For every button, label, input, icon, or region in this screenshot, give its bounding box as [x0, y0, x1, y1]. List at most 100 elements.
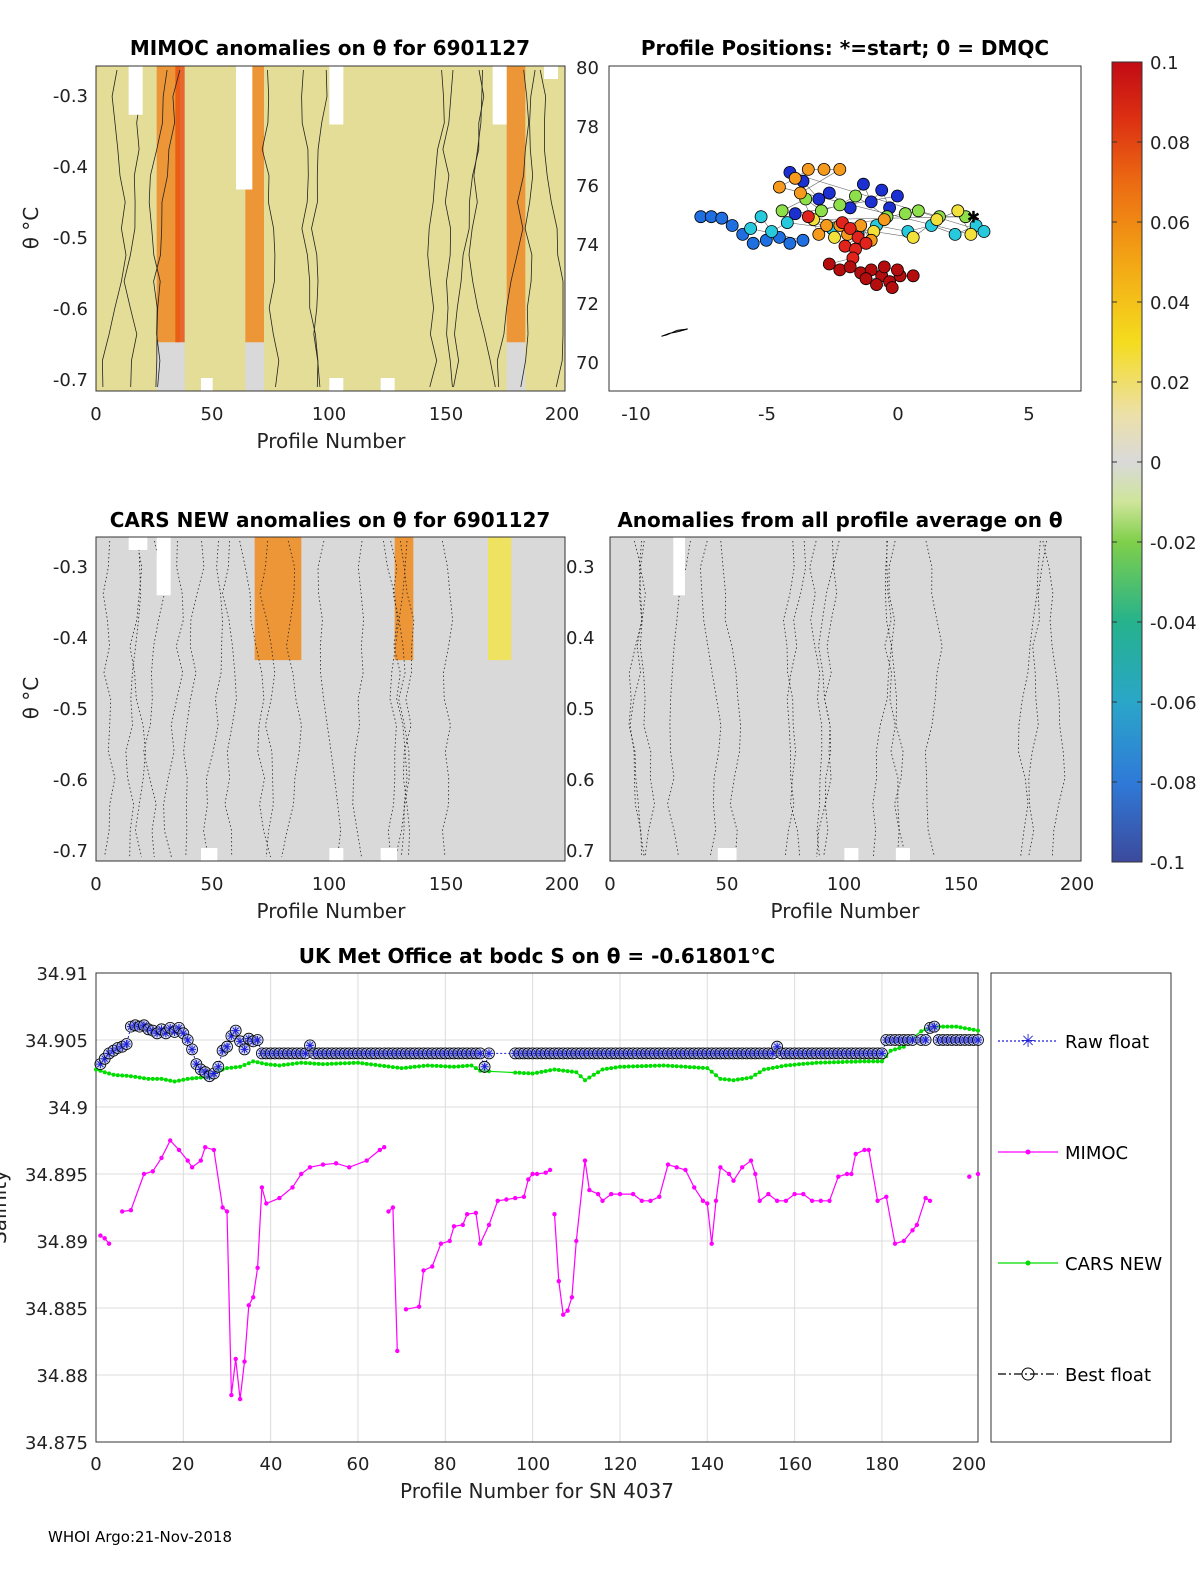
- cars-new-point: [521, 1071, 526, 1076]
- contour-line: [539, 69, 564, 388]
- profile-position-point: [780, 216, 794, 230]
- heatmap-cell: [96, 66, 157, 391]
- profile-position-point: [754, 210, 768, 224]
- contour-line: [395, 540, 410, 858]
- profile-position-point: [704, 210, 718, 224]
- mimoc-line: [553, 1149, 931, 1316]
- contour-line: [442, 69, 454, 388]
- profile-position-point: [870, 278, 883, 292]
- profile-position-point: [765, 225, 778, 238]
- cars-new-point: [286, 1062, 291, 1067]
- positions-panel: Profile Positions: *=start; 0 = DMQC ✱ 8…: [576, 36, 1082, 425]
- cars-new-point: [797, 1062, 801, 1067]
- cars-new-point: [417, 1064, 422, 1069]
- cars-new-point: [596, 1070, 601, 1075]
- cars-xtick: 150: [429, 874, 463, 895]
- contour-line: [281, 540, 302, 858]
- missing-data-cell: [380, 378, 395, 391]
- cars-new-point: [762, 1067, 766, 1072]
- heatmap-cell: [175, 66, 185, 343]
- missing-data-cell: [329, 378, 344, 391]
- cars-anomaly-panel: CARS NEW anomalies on θ for 6901127 -0.3…: [19, 508, 579, 923]
- cars-new-point: [308, 1061, 312, 1066]
- salinity-panel: UK Met Office at bodc S on θ = -0.61801°…: [0, 944, 986, 1503]
- profile-position-point: [843, 222, 857, 235]
- cars-new-point: [386, 1064, 391, 1069]
- cars-xtick: 200: [545, 874, 579, 895]
- cars-new-point: [749, 1075, 753, 1080]
- salinity-xtick: 40: [260, 1454, 283, 1475]
- raw-float-point: [192, 1060, 201, 1069]
- cars-new-point: [513, 1070, 518, 1075]
- colorbar-tick: 0.06: [1150, 213, 1190, 234]
- cars-new-point: [456, 1064, 461, 1069]
- cars-xtick: 100: [312, 874, 346, 895]
- heatmap-cell: [264, 66, 507, 391]
- average-anomaly-title: Anomalies from all profile average on θ: [617, 508, 1062, 532]
- cars-new-point: [539, 1069, 544, 1074]
- dot-marker-icon: [1025, 1260, 1031, 1266]
- raw-float-point: [179, 1029, 188, 1038]
- cars-new-point: [840, 1060, 845, 1064]
- mimoc-point: [395, 1348, 400, 1354]
- profile-position-point: [725, 219, 739, 232]
- raw-float-point: [877, 1049, 886, 1058]
- average-xtick: 0: [604, 874, 615, 895]
- cars-new-point: [692, 1065, 697, 1070]
- cars-new-point: [626, 1064, 631, 1069]
- raw-float-point: [122, 1040, 131, 1049]
- cars-new-point: [639, 1064, 644, 1069]
- heatmap-cell: [184, 66, 246, 391]
- positions-xtick: -10: [621, 404, 650, 425]
- average-anomaly-xlabel: Profile Number: [771, 899, 921, 923]
- cars-new-point: [788, 1063, 793, 1068]
- cars-new-point: [814, 1060, 819, 1065]
- cars-new-point: [159, 1076, 164, 1081]
- salinity-title: UK Met Office at bodc S on θ = -0.61801°…: [299, 944, 775, 968]
- salinity-ytick: 34.9: [48, 1098, 88, 1119]
- cars-new-point: [644, 1064, 649, 1068]
- cars-new-point: [517, 1070, 522, 1075]
- cars-new-point: [238, 1064, 243, 1069]
- profile-position-point: [977, 225, 991, 238]
- contour-line: [468, 69, 496, 388]
- cars-new-point: [604, 1066, 609, 1071]
- cars-new-point: [849, 1059, 854, 1064]
- cars-new-point: [369, 1062, 374, 1067]
- cars-new-point: [338, 1061, 343, 1066]
- missing-data-cell: [844, 848, 859, 861]
- cars-new-point: [705, 1066, 710, 1071]
- raw-float-point: [183, 1036, 192, 1044]
- cars-new-point: [740, 1076, 745, 1081]
- raw-float-point: [166, 1023, 175, 1032]
- contour-line: [639, 540, 655, 858]
- cars-new-point: [853, 1059, 858, 1064]
- legend-mimoc: MIMOC: [998, 1143, 1128, 1164]
- cars-new-point: [469, 1063, 474, 1068]
- cars-new-point: [919, 1029, 924, 1034]
- raw-float-point: [100, 1054, 109, 1063]
- cars-new-point: [569, 1069, 574, 1074]
- contour-line: [383, 540, 408, 858]
- average-ytick: 0.7: [566, 841, 595, 862]
- contour-line: [809, 540, 823, 858]
- cars-new-point: [783, 1063, 788, 1068]
- mimoc-xtick: 50: [201, 404, 224, 425]
- positions-ytick: 78: [576, 117, 599, 138]
- positions-ytick: 76: [576, 176, 599, 197]
- cars-new-point: [687, 1065, 692, 1070]
- cars-new-point: [618, 1064, 622, 1069]
- raw-float-point: [301, 1049, 310, 1058]
- cars-new-point: [578, 1074, 583, 1079]
- legend-raw-float: ✳ Raw float: [998, 1031, 1149, 1053]
- raw-float-point: [174, 1023, 183, 1032]
- mimoc-xtick: 100: [312, 404, 346, 425]
- cars-new-point: [115, 1073, 120, 1078]
- asterisk-marker-icon: ✳: [1020, 1031, 1035, 1052]
- heatmap-cell: [254, 537, 302, 661]
- raw-float-point: [484, 1049, 493, 1058]
- contour-line: [520, 69, 536, 388]
- cars-new-point: [163, 1077, 168, 1082]
- cars-new-point: [530, 1071, 535, 1076]
- cars-new-point: [871, 1059, 876, 1064]
